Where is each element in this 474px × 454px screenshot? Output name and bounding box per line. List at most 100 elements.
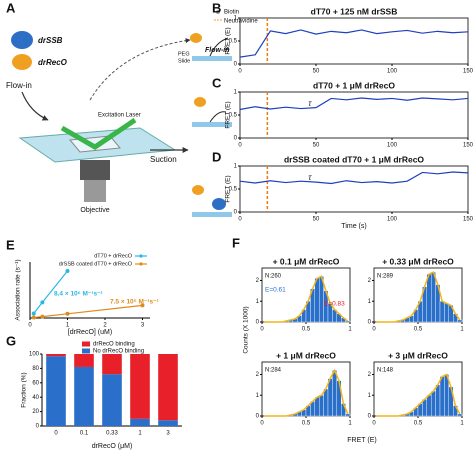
fit-curve <box>376 373 461 417</box>
drreco-2 <box>194 97 206 107</box>
zoom-arrow <box>89 38 191 101</box>
dna-1 <box>209 37 229 57</box>
y-tick-label: 2 <box>256 278 260 284</box>
histogram-bar <box>426 395 432 417</box>
x-tick-label: 0.5 <box>414 421 423 427</box>
legend-swatch <box>82 348 90 354</box>
bar-segment <box>74 354 94 367</box>
histogram-bar <box>314 278 320 323</box>
histogram-bar <box>345 413 351 417</box>
x-tick-label: 0 <box>28 323 32 329</box>
bar-segment <box>102 374 122 426</box>
x-tick-label: 0.1 <box>80 431 89 437</box>
x-tick-label: 0 <box>238 143 242 149</box>
y-tick-label: 1 <box>256 299 260 305</box>
data-point <box>40 314 45 319</box>
x-tick-label: 50 <box>313 217 320 223</box>
dna-2 <box>209 111 227 123</box>
x-tick-label: 0 <box>238 69 242 75</box>
chart-title: dT70 + 1 μM drRecO <box>313 80 395 90</box>
flow-in-2-label: Flow-in <box>205 47 230 54</box>
y-axis-label: Association rate (s⁻¹) <box>15 259 22 320</box>
drreco-1 <box>190 33 202 43</box>
panel-label: E <box>6 237 15 252</box>
neutravidine-label: Neutravidine <box>224 19 258 25</box>
x-tick-label: 0.33 <box>106 431 118 437</box>
panel-label: F <box>232 235 240 250</box>
histogram-bar <box>431 271 436 323</box>
slide-label: Slide <box>178 58 190 64</box>
x-axis-label: Time (s) <box>341 223 366 230</box>
legend-label: drRecO binding <box>93 342 135 348</box>
chart-title: dT70 + 125 nM drSSB <box>311 6 398 16</box>
x-tick-label: 100 <box>387 217 398 223</box>
objective-body <box>84 180 106 202</box>
x-tick-label: 1 <box>138 431 142 437</box>
y-axis-label: FRET (E) <box>225 27 232 54</box>
fit-curve <box>264 275 349 323</box>
fit-curve <box>264 368 349 417</box>
bar-segment <box>74 366 94 426</box>
panel-label: A <box>6 0 16 15</box>
y-tick-label: 40 <box>32 395 39 401</box>
legend-label: No drRecO binding <box>93 349 144 355</box>
peg-label: PEG <box>178 51 190 57</box>
y-tick-label: 2 <box>368 372 372 378</box>
panel-label: B <box>212 0 221 15</box>
x-tick-label: 1 <box>348 327 352 333</box>
legend-label: drSSB coated dT70 + drRecO <box>59 261 133 267</box>
y-tick-label: 1 <box>234 16 238 22</box>
y-tick-label: 1 <box>234 164 238 170</box>
suction-label: Suction <box>150 155 177 164</box>
histogram-bar <box>439 376 445 417</box>
drssb-3 <box>212 198 226 210</box>
y-tick-label: 0 <box>234 210 238 216</box>
histogram-bar <box>457 413 463 417</box>
x-tick-label: 100 <box>387 69 398 75</box>
fit-curve <box>376 271 461 323</box>
drreco-3 <box>192 185 204 195</box>
histogram-bar <box>444 303 449 323</box>
y-tick-label: 0 <box>234 136 238 142</box>
histogram-bar <box>327 378 333 417</box>
data-point <box>65 311 70 316</box>
y-tick-label: 0.5 <box>229 39 238 45</box>
x-tick-label: 0 <box>54 431 58 437</box>
y-tick-label: 1 <box>368 299 372 305</box>
x-tick-label: 3 <box>141 323 145 329</box>
panel-label: G <box>6 333 16 348</box>
x-tick-label: 0 <box>260 327 264 333</box>
x-tick-label: 150 <box>463 143 474 149</box>
data-point <box>31 311 36 316</box>
x-tick-label: 0 <box>372 327 376 333</box>
bar-segment <box>130 418 150 426</box>
x-tick-label: 50 <box>313 143 320 149</box>
chart-title: + 3 μM drRecO <box>388 350 448 360</box>
legend-label: dT70 + drRecO <box>94 253 132 259</box>
x-tick-label: 150 <box>463 69 474 75</box>
y-axis-label: FRET (E) <box>225 101 232 128</box>
histogram-bar <box>422 399 427 417</box>
surface-1 <box>192 56 232 61</box>
x-tick-label: 0 <box>238 217 242 223</box>
histogram-bar <box>431 390 436 417</box>
x-tick-label: 1 <box>348 421 352 427</box>
y-tick-label: 100 <box>29 352 40 358</box>
chart-title: + 0.33 μM drRecO <box>382 256 454 266</box>
x-tick-label: 0.5 <box>414 327 423 333</box>
histogram-bar <box>435 384 441 417</box>
y-tick-label: 0 <box>368 320 372 326</box>
x-tick-label: 2 <box>103 323 107 329</box>
surface-2 <box>192 122 232 127</box>
y-tick-label: 0 <box>256 414 260 420</box>
fit-line <box>33 304 143 319</box>
x-tick-label: 1 <box>460 421 464 427</box>
bar-segment <box>158 354 178 421</box>
bar-segment <box>46 356 66 426</box>
plot-frame <box>239 17 469 65</box>
panel-label: C <box>212 75 222 90</box>
n-label: N:148 <box>377 368 394 374</box>
biotin-icon <box>216 10 220 14</box>
x-tick-label: 3 <box>166 431 170 437</box>
